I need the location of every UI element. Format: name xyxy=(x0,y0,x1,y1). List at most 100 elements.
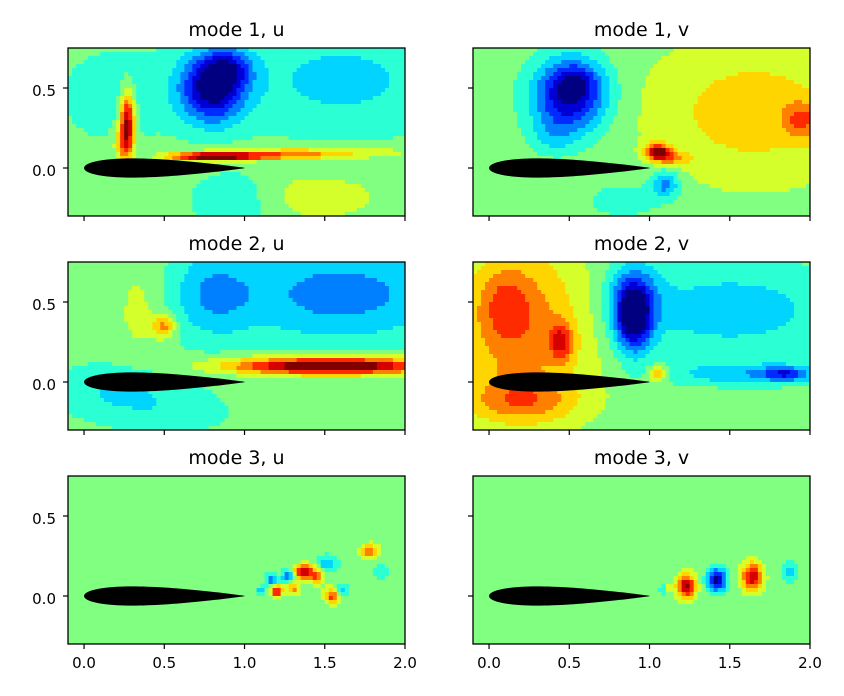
contour-cell xyxy=(320,60,326,65)
contour-cell xyxy=(633,80,639,85)
contour-cell xyxy=(284,164,290,169)
contour-cell xyxy=(529,72,534,77)
contour-cell xyxy=(228,200,234,205)
contour-cell xyxy=(545,116,550,121)
contour-cell xyxy=(633,72,639,77)
contour-cell xyxy=(124,184,129,189)
contour-cell xyxy=(597,56,602,61)
contour-cell xyxy=(104,56,109,61)
contour-cell xyxy=(773,64,779,69)
contour-cell xyxy=(84,196,89,201)
contour-cell xyxy=(300,180,306,185)
contour-cell xyxy=(256,148,262,153)
contour-cell xyxy=(657,92,663,97)
contour-cell xyxy=(176,68,181,73)
contour-cell xyxy=(248,180,254,185)
contour-cell xyxy=(216,156,222,161)
contour-cell xyxy=(288,60,294,65)
contour-cell xyxy=(108,212,113,216)
contour-cell xyxy=(316,176,322,181)
contour-cell xyxy=(128,64,133,69)
contour-cell xyxy=(605,104,610,109)
contour-cell xyxy=(72,184,77,189)
contour-cell xyxy=(188,144,193,149)
contour-cell xyxy=(244,128,250,133)
contour-cell xyxy=(128,188,133,193)
contour-cell xyxy=(104,84,109,89)
contour-cell xyxy=(144,104,149,109)
contour-cell xyxy=(240,140,246,145)
contour-cell xyxy=(713,84,719,89)
contour-cell xyxy=(88,180,93,185)
contour-cell xyxy=(268,80,274,85)
contour-cell xyxy=(384,156,390,161)
contour-cell xyxy=(304,56,310,61)
contour-cell xyxy=(244,168,250,173)
contour-cell xyxy=(360,168,366,173)
contour-cell xyxy=(697,80,703,85)
contour-cell xyxy=(533,88,538,93)
contour-cell xyxy=(136,60,141,65)
contour-cell xyxy=(200,52,205,57)
contour-cell xyxy=(777,112,783,117)
contour-cell xyxy=(264,68,270,73)
contour-cell xyxy=(368,156,374,161)
contour-cell xyxy=(288,80,294,85)
contour-cell xyxy=(348,144,354,149)
contour-cell xyxy=(212,124,218,129)
contour-cell xyxy=(364,128,370,133)
contour-cell xyxy=(288,112,294,117)
contour-cell xyxy=(176,136,181,141)
contour-cell xyxy=(240,156,246,161)
contour-cell xyxy=(156,192,161,197)
contour-cell xyxy=(84,144,89,149)
contour-cell xyxy=(677,96,683,101)
contour-cell xyxy=(376,180,382,185)
contour-cell xyxy=(501,76,506,81)
contour-cell xyxy=(336,80,342,85)
contour-cell xyxy=(112,120,117,125)
contour-cell xyxy=(537,108,542,113)
contour-cell xyxy=(629,88,635,93)
contour-cell xyxy=(737,108,743,113)
contour-cell xyxy=(112,112,117,117)
contour-cell xyxy=(168,48,173,53)
contour-cell xyxy=(84,100,89,105)
contour-cell xyxy=(268,204,274,209)
contour-cell xyxy=(172,116,177,121)
contour-cell xyxy=(577,96,582,101)
contour-cell xyxy=(368,160,374,165)
contour-cell xyxy=(276,92,282,97)
contour-cell xyxy=(88,104,93,109)
contour-cell xyxy=(68,84,73,89)
contour-cell xyxy=(224,80,230,85)
contour-cell xyxy=(320,132,326,137)
contour-cell xyxy=(232,148,238,153)
contour-cell xyxy=(212,156,218,161)
contour-cell xyxy=(312,80,318,85)
contour-cell xyxy=(260,144,266,149)
contour-cell xyxy=(380,120,386,125)
contour-cell xyxy=(260,160,266,165)
contour-cell xyxy=(396,132,402,137)
contour-cell xyxy=(493,104,498,109)
contour-cell xyxy=(384,72,390,77)
contour-cell xyxy=(348,180,354,185)
contour-cell xyxy=(396,164,402,169)
contour-cell xyxy=(380,96,386,101)
contour-cell xyxy=(549,84,554,89)
contour-cell xyxy=(104,180,109,185)
contour-cell xyxy=(765,80,771,85)
contour-cell xyxy=(188,92,193,97)
contour-cell xyxy=(376,188,382,193)
contour-cell xyxy=(88,116,93,121)
contour-cell xyxy=(68,112,73,117)
contour-cell xyxy=(356,128,362,133)
contour-cell xyxy=(200,80,205,85)
contour-cell xyxy=(601,84,606,89)
contour-cell xyxy=(164,132,169,137)
contour-cell xyxy=(352,52,358,57)
contour-cell xyxy=(200,156,205,161)
contour-cell xyxy=(753,48,759,53)
contour-cell xyxy=(144,180,149,185)
